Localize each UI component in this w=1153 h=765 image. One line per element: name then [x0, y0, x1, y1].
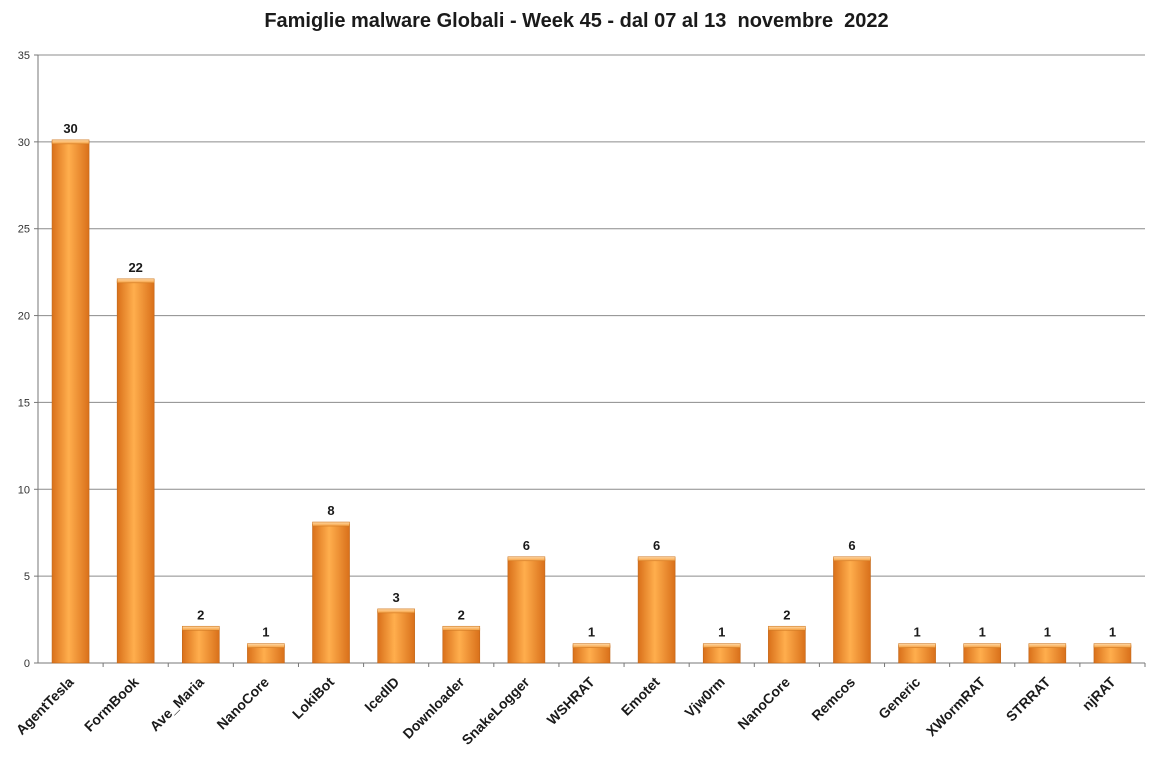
- x-tick-label: Emotet: [618, 674, 663, 719]
- y-tick-label: 10: [18, 484, 30, 496]
- x-tick-label: IcedID: [361, 674, 402, 715]
- y-tick-label: 25: [18, 224, 30, 236]
- bar-cap: [768, 625, 806, 631]
- bar-cap: [181, 625, 220, 631]
- x-tick-label: Downloader: [399, 673, 467, 741]
- bar: [702, 645, 741, 664]
- bar: [1093, 645, 1132, 664]
- x-tick-label: WSHRAT: [544, 673, 598, 727]
- data-label: 1: [718, 625, 725, 640]
- data-label: 6: [848, 538, 855, 553]
- bar: [833, 558, 871, 664]
- y-tick-label: 20: [18, 311, 30, 323]
- bar: [637, 558, 676, 664]
- bar: [963, 645, 1002, 664]
- data-label: 1: [979, 625, 986, 640]
- x-tick-label: XWormRAT: [923, 673, 989, 739]
- x-tick-label: LokiBot: [289, 674, 337, 722]
- data-label: 3: [393, 590, 400, 605]
- chart-title: Famiglie malware Globali - Week 45 - dal…: [264, 10, 889, 32]
- y-tick-label: 30: [18, 137, 30, 149]
- data-label: 8: [327, 503, 334, 518]
- bar-cap: [637, 556, 676, 562]
- data-label: 1: [262, 625, 269, 640]
- bar-cap: [507, 556, 546, 562]
- data-label: 6: [653, 538, 660, 553]
- y-tick-label: 15: [18, 397, 30, 409]
- bar: [247, 645, 285, 664]
- x-tick-label: AgentTesla: [13, 674, 77, 738]
- data-label: 2: [458, 607, 465, 622]
- bar: [768, 627, 806, 664]
- bar-cap: [247, 643, 285, 648]
- data-label: 1: [588, 625, 595, 640]
- bar-cap: [442, 625, 481, 631]
- x-tick-label: STRRAT: [1003, 673, 1054, 724]
- bar: [507, 558, 546, 664]
- data-label: 30: [63, 121, 77, 136]
- bar-cap: [1028, 643, 1067, 648]
- bar: [442, 627, 481, 664]
- x-tick-label: FormBook: [81, 674, 142, 735]
- x-tick-label: Generic: [875, 674, 923, 722]
- data-label: 6: [523, 538, 530, 553]
- data-label: 2: [783, 607, 790, 622]
- y-tick-label: 35: [18, 50, 30, 62]
- bar: [312, 523, 350, 664]
- axes: [34, 54, 1146, 667]
- bar: [898, 645, 936, 664]
- bar-cap: [702, 643, 741, 648]
- bar-cap: [572, 643, 611, 648]
- bar-cap: [51, 139, 90, 145]
- bar-cap: [312, 521, 350, 527]
- bar-cap: [116, 278, 155, 284]
- gridlines: [38, 54, 1145, 577]
- bar: [1028, 645, 1067, 664]
- x-tick-label: Ave_Maria: [146, 674, 207, 735]
- tick-labels: 0 5 10 15 20 25 30 35 AgentTesla FormBook Ave_Mari…: [13, 50, 1119, 748]
- bar-cap: [833, 556, 871, 562]
- bar: [377, 610, 415, 664]
- data-label: 1: [913, 625, 920, 640]
- x-tick-label: njRAT: [1079, 673, 1119, 713]
- x-tick-label: NanoCore: [213, 674, 272, 733]
- x-tick-label: Remcos: [808, 674, 858, 724]
- bar: [181, 627, 220, 664]
- bars: [51, 139, 1132, 664]
- data-label: 1: [1044, 625, 1051, 640]
- x-tick-label: SnakeLogger: [458, 673, 532, 747]
- y-tick-label: 0: [24, 658, 30, 670]
- data-label: 1: [1109, 625, 1116, 640]
- x-tick-label: Vjw0rm: [681, 674, 728, 721]
- data-label: 2: [197, 607, 204, 622]
- x-tick-label: NanoCore: [734, 674, 793, 733]
- bar-cap: [898, 643, 936, 648]
- y-tick-label: 5: [24, 571, 30, 583]
- bar-cap: [377, 608, 415, 614]
- bar: [116, 280, 155, 664]
- bar: [51, 141, 90, 664]
- bar-cap: [1093, 643, 1132, 648]
- bar-cap: [963, 643, 1002, 648]
- bar: [572, 645, 611, 664]
- data-label: 22: [128, 260, 142, 275]
